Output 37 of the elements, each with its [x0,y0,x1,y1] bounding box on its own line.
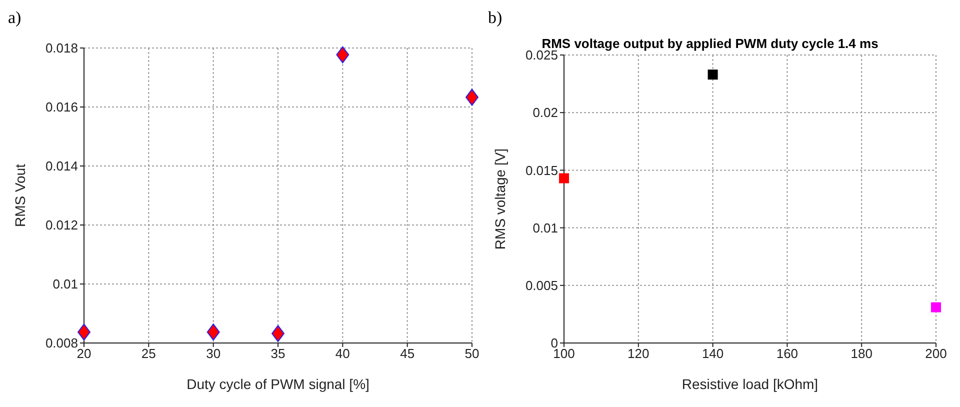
y-axis-title: RMS Vout [12,164,28,228]
y-tick-label: 0.01 [52,276,78,292]
x-tick-label: 40 [335,346,350,362]
x-tick-label: 200 [925,346,947,362]
y-tick-label: 0.01 [532,220,558,236]
x-tick-label: 25 [141,346,156,362]
y-tick-label: 0.008 [45,336,78,351]
y-tick-label: 0.014 [45,158,78,174]
x-tick-label: 20 [76,346,92,362]
point [466,88,478,106]
text: a) [8,8,22,28]
x-tick-label: 35 [270,346,286,362]
text: b) [488,8,502,28]
x-axis-title: Duty cycle of PWM signal [%] [186,376,370,392]
x-tick-label: 140 [702,346,724,362]
y-tick-label: 0.02 [532,105,558,120]
point [206,324,220,341]
y-tick-label: 0.016 [45,100,78,115]
y-tick-label: 0.012 [45,218,78,233]
x-tick-label: 160 [776,346,798,362]
point [708,70,718,80]
x-tick-label: 50 [464,346,480,362]
x-tick-label: 45 [400,346,415,362]
point [931,302,941,312]
y-axis-title: RMS voltage [V] [492,148,508,250]
point [559,173,569,184]
x-axis-title: Resistive load [kOhm] [682,376,818,392]
x-tick-label: 30 [206,346,221,362]
x-tick-label: 180 [850,346,872,362]
x-tick-label: 100 [553,346,575,362]
x-tick-label: 120 [628,346,650,362]
point [336,46,350,64]
y-tick-label: 0.018 [45,40,78,56]
point [78,324,90,341]
y-tick-label: 0.015 [525,162,558,178]
y-tick-label: 0.005 [525,278,558,294]
point [272,325,284,342]
